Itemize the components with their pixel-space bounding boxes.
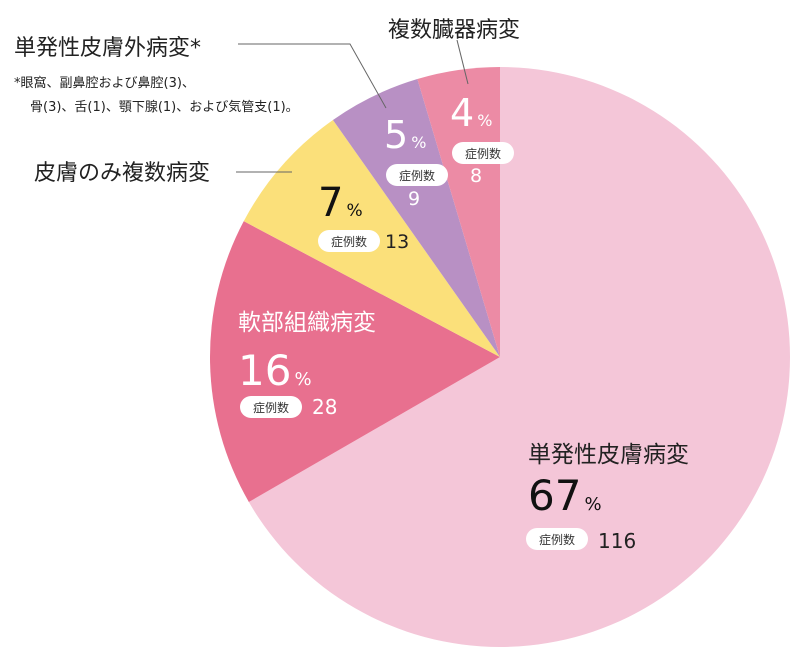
badge-multiorgan <box>452 142 514 164</box>
slice-multiorgan <box>417 67 500 357</box>
count-single-extracutaneous: 9 <box>408 188 420 210</box>
slice-label-single-cutaneous: 単発性皮膚病変 <box>528 442 689 468</box>
percent-label-multiorgan: 4% <box>450 91 492 135</box>
percent-label-single-extracutaneous: 5% <box>384 113 426 157</box>
badge-label-cutaneous-multiple: 症例数 <box>331 234 367 249</box>
percent-label-cutaneous-multiple: 7% <box>318 180 363 226</box>
slice-soft-tissue <box>210 221 500 502</box>
count-single-cutaneous: 116 <box>598 529 636 553</box>
badge-soft-tissue <box>240 396 302 418</box>
leader-line-extracutaneous <box>238 43 387 109</box>
slice-single-cutaneous <box>248 67 790 647</box>
slice-label-soft-tissue: 軟部組織病変 <box>238 310 376 336</box>
title-cutaneous-multiple: 皮膚のみ複数病変 <box>34 161 211 186</box>
badge-label-single-extracutaneous: 症例数 <box>399 168 435 183</box>
title-multiorgan: 複数臓器病変 <box>388 18 521 43</box>
percent-value-multiorgan: 4 <box>450 91 474 135</box>
count-multiorgan: 8 <box>470 165 482 187</box>
count-cutaneous-multiple: 13 <box>385 231 409 253</box>
percent-unit-multiorgan: % <box>477 111 492 130</box>
footnote-line-1: *眼窩、副鼻腔および鼻腔(3)、 <box>14 76 195 91</box>
percent-label-soft-tissue: 16% <box>238 346 312 395</box>
title-single-extracutaneous: 単発性皮膚外病変* <box>14 36 202 61</box>
percent-value-single-cutaneous: 67 <box>528 471 581 520</box>
badge-cutaneous-multiple <box>318 230 380 252</box>
percent-value-cutaneous-multiple: 7 <box>318 180 343 226</box>
badge-label-multiorgan: 症例数 <box>465 146 501 161</box>
percent-label-single-cutaneous: 67% <box>528 471 602 520</box>
percent-unit-single-cutaneous: % <box>584 494 601 515</box>
percent-unit-soft-tissue: % <box>294 369 311 390</box>
badge-label-single-cutaneous: 症例数 <box>539 532 575 547</box>
leader-line-multiorgan <box>456 39 469 85</box>
percent-value-single-extracutaneous: 5 <box>384 113 408 157</box>
slice-single-extracutaneous <box>332 79 500 357</box>
badge-single-cutaneous <box>526 528 588 550</box>
footnote-line-2: 骨(3)、舌(1)、顎下腺(1)、および気管支(1)。 <box>30 100 299 115</box>
badge-single-extracutaneous <box>386 164 448 186</box>
percent-unit-single-extracutaneous: % <box>411 133 426 152</box>
percent-value-soft-tissue: 16 <box>238 346 291 395</box>
badge-label-soft-tissue: 症例数 <box>253 400 289 415</box>
percent-unit-cutaneous-multiple: % <box>346 201 362 221</box>
count-soft-tissue: 28 <box>312 395 337 419</box>
